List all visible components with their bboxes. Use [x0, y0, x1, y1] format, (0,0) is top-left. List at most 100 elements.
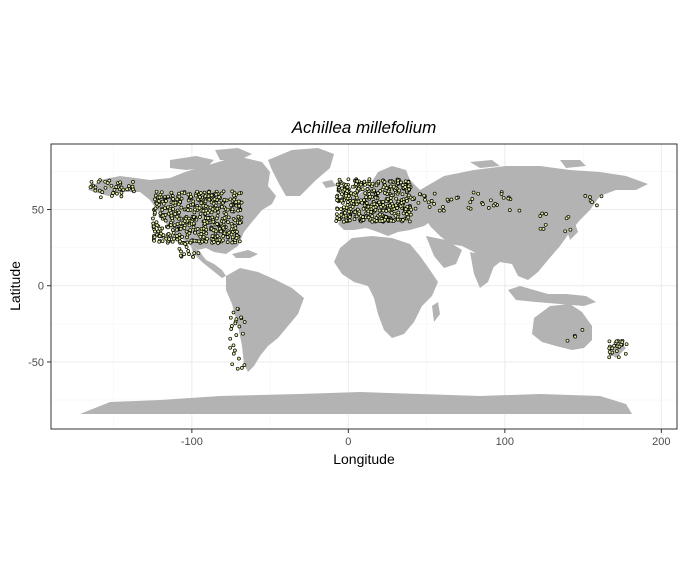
occurrence-point: [344, 193, 348, 198]
occurrence-point: [544, 212, 548, 216]
occurrence-point: [573, 334, 578, 339]
occurrence-point: [410, 197, 415, 202]
occurrence-point: [362, 203, 367, 208]
occurrence-point: [381, 185, 386, 190]
occurrence-point: [346, 200, 350, 204]
occurrence-point: [201, 235, 206, 239]
occurrence-point: [361, 206, 366, 211]
occurrence-point: [506, 196, 511, 201]
occurrence-point: [237, 191, 242, 196]
occurrence-point: [400, 183, 405, 187]
occurrence-point: [161, 213, 165, 218]
occurrence-point: [210, 207, 215, 212]
landmass-iceland: [322, 180, 336, 188]
occurrence-point: [397, 188, 401, 193]
occurrence-point: [583, 194, 588, 198]
y-axis-ticks: -50 0 50: [28, 205, 51, 369]
occurrence-point: [407, 210, 412, 215]
occurrence-point: [187, 252, 191, 257]
occurrence-point: [236, 214, 241, 219]
occurrence-point: [406, 215, 410, 220]
occurrence-point: [354, 214, 359, 219]
occurrence-point: [376, 179, 381, 184]
occurrence-point: [362, 179, 367, 184]
occurrence-point: [191, 221, 196, 226]
occurrence-point: [543, 222, 548, 227]
occurrence-point: [454, 196, 459, 200]
occurrence-point: [161, 201, 166, 206]
occurrence-point: [93, 188, 98, 193]
occurrence-point: [334, 219, 339, 223]
occurrence-point: [407, 219, 412, 224]
occurrence-point: [564, 216, 569, 221]
occurrence-point: [178, 227, 183, 231]
occurrence-point: [396, 210, 401, 215]
occurrence-point: [470, 197, 475, 201]
occurrence-point: [166, 232, 171, 236]
occurrence-point: [400, 192, 405, 197]
occurrence-point: [160, 239, 165, 244]
occurrence-point: [154, 189, 159, 194]
occurrence-point: [607, 355, 612, 360]
occurrence-point: [385, 197, 390, 201]
occurrence-point: [471, 190, 476, 195]
occurrence-point: [209, 210, 214, 215]
occurrence-point: [180, 190, 184, 195]
occurrence-point: [351, 199, 355, 203]
occurrence-point: [152, 238, 156, 243]
occurrence-point: [230, 235, 235, 240]
occurrence-point: [157, 234, 162, 238]
occurrence-point: [620, 340, 625, 344]
occurrence-point: [219, 191, 224, 196]
occurrence-point: [231, 351, 236, 356]
x-tick-label: 100: [496, 436, 514, 448]
occurrence-point: [204, 231, 209, 236]
occurrence-point: [198, 191, 203, 195]
occurrence-point: [228, 336, 233, 341]
occurrence-point: [96, 179, 101, 184]
occurrence-point: [239, 215, 244, 220]
occurrence-point: [232, 193, 236, 198]
occurrence-point: [175, 237, 180, 242]
occurrence-point: [105, 181, 110, 185]
occurrence-point: [538, 214, 543, 218]
occurrence-point: [177, 210, 181, 215]
occurrence-point: [179, 196, 184, 201]
occurrence-point: [354, 202, 359, 207]
occurrence-point: [355, 207, 360, 212]
occurrence-point: [466, 205, 471, 210]
occurrence-point: [210, 234, 215, 238]
occurrence-point: [175, 197, 180, 202]
occurrence-point: [499, 192, 504, 196]
occurrence-point: [347, 218, 352, 223]
occurrence-point: [377, 200, 381, 205]
occurrence-point: [194, 193, 198, 198]
occurrence-point: [388, 179, 393, 184]
landmass-southeast-asia-islands: [508, 286, 596, 306]
occurrence-point: [178, 253, 183, 258]
occurrence-point: [468, 200, 473, 205]
occurrence-point: [232, 197, 237, 202]
y-tick-label: 50: [32, 205, 44, 217]
occurrence-point: [365, 187, 370, 191]
occurrence-point: [407, 187, 411, 192]
occurrence-point: [623, 351, 628, 356]
occurrence-point: [192, 210, 197, 215]
occurrence-point: [221, 234, 226, 239]
occurrence-point: [614, 349, 619, 353]
occurrence-point: [334, 194, 339, 199]
occurrence-point: [170, 239, 175, 244]
occurrence-point: [341, 219, 346, 224]
occurrence-point: [376, 191, 380, 195]
occurrence-point: [345, 185, 350, 189]
occurrence-point: [158, 211, 163, 216]
occurrence-point: [540, 211, 545, 216]
occurrence-point: [363, 182, 367, 187]
occurrence-point: [127, 184, 131, 188]
occurrence-point: [378, 212, 382, 217]
occurrence-point: [192, 238, 197, 243]
occurrence-point: [427, 205, 432, 209]
occurrence-point: [175, 214, 180, 219]
landmass-arctic-islands: [170, 148, 252, 170]
occurrence-point: [489, 198, 493, 203]
